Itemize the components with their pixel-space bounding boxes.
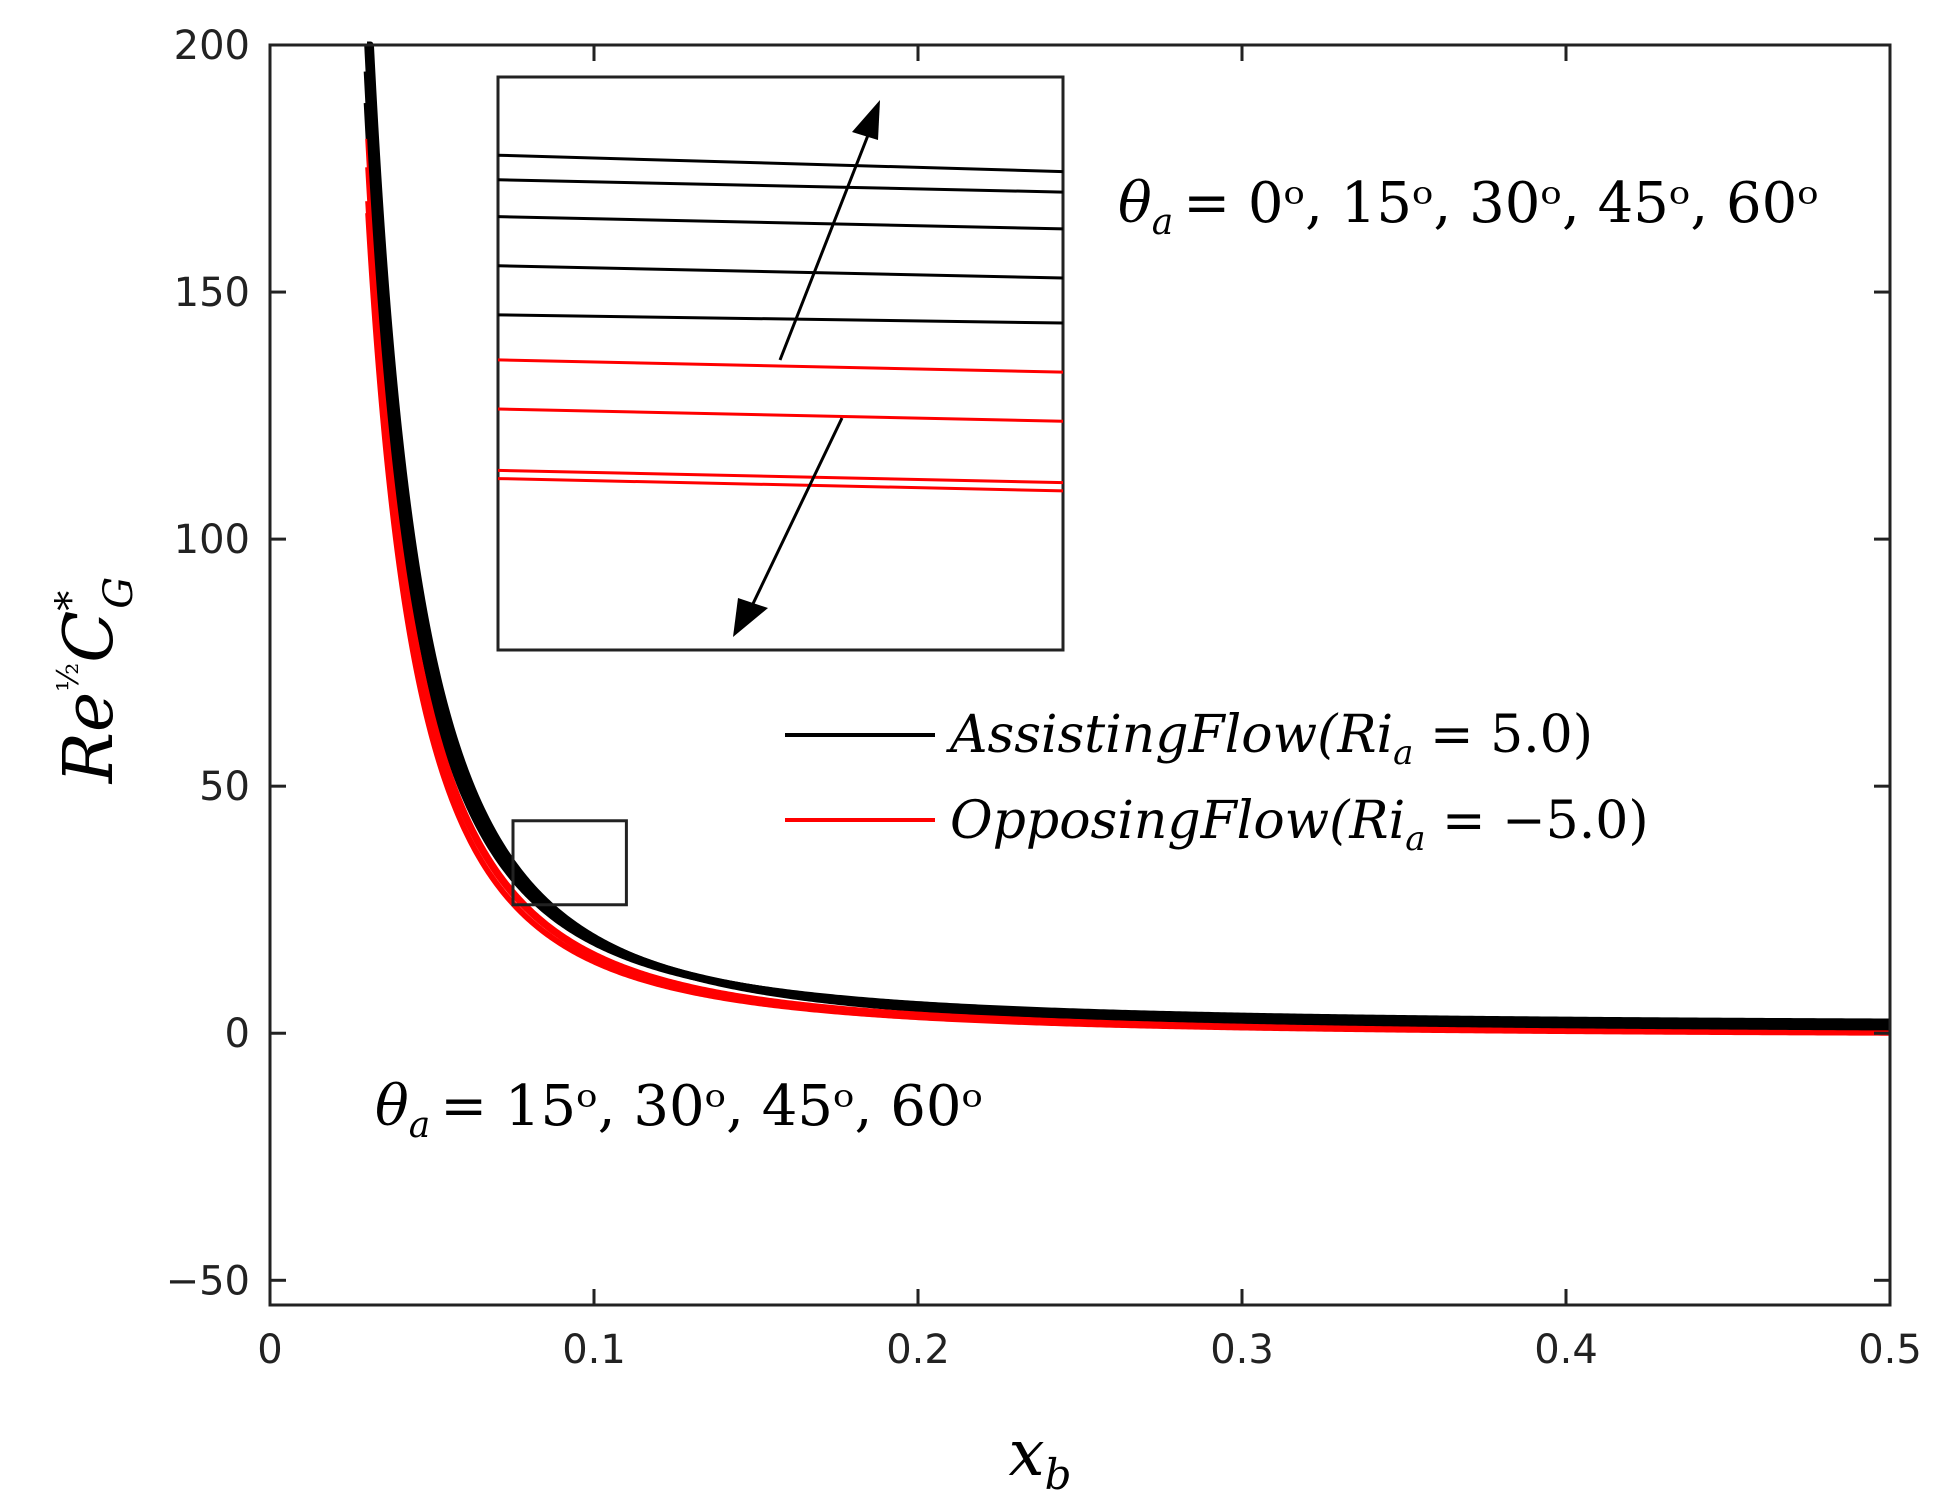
x-tick-label: 0 xyxy=(257,1327,282,1373)
x-tick-label: 0.3 xyxy=(1210,1327,1274,1373)
annotation-bottom-theta: θ xyxy=(375,1074,409,1139)
y-tick-label: 50 xyxy=(199,764,250,810)
zoom-box-group xyxy=(511,819,628,907)
y-tick-label: 100 xyxy=(174,517,250,563)
inset-lines xyxy=(497,153,1064,493)
inset-group xyxy=(496,75,1065,652)
x-tick-label: 0.4 xyxy=(1534,1327,1598,1373)
inset-arrow-up xyxy=(778,100,880,361)
annotation-top: θa = 0ᵒ, 15ᵒ, 30ᵒ, 45ᵒ, 60ᵒ xyxy=(1118,171,1819,243)
svg-text:Re½C*G: Re½C*G xyxy=(48,577,142,786)
y-tick-label: −50 xyxy=(166,1258,250,1304)
curve-group xyxy=(363,41,1891,1036)
legend: AssistingFlow(Ria = 5.0) OpposingFlow(Ri… xyxy=(785,705,1649,859)
inset-line-opposing xyxy=(497,477,1064,493)
legend-label-opposing: OpposingFlow(Ria = −5.0) xyxy=(950,791,1649,859)
x-tick-label: 0.5 xyxy=(1858,1327,1922,1373)
y-axis-label: Re½C*G xyxy=(48,577,142,786)
y-tick-label: 150 xyxy=(174,270,250,316)
inset-line-assisting xyxy=(497,215,1064,231)
series-opposing-line xyxy=(365,212,1891,1036)
inset-line-opposing xyxy=(497,468,1064,485)
x-tick-label: 0.1 xyxy=(562,1327,626,1373)
inset-line-opposing xyxy=(497,358,1064,374)
x-tick-label: 0.2 xyxy=(886,1327,950,1373)
inset-line-assisting xyxy=(497,178,1064,194)
y-tick-label: 200 xyxy=(174,23,250,69)
annotation-top-sub: a xyxy=(1152,202,1173,243)
series-assisting-line xyxy=(365,102,1891,1025)
annotation-bottom: θa = 15ᵒ, 30ᵒ, 45ᵒ, 60ᵒ xyxy=(375,1074,983,1146)
inset-line-assisting xyxy=(497,153,1064,174)
inset-arrow-down xyxy=(733,417,844,637)
arrowhead-up-icon xyxy=(852,100,880,140)
inset-frame xyxy=(496,75,1065,652)
zoom-box xyxy=(511,819,628,907)
inset-line-assisting xyxy=(497,313,1064,325)
annotation-top-values: = 0ᵒ, 15ᵒ, 30ᵒ, 45ᵒ, 60ᵒ xyxy=(1183,171,1819,236)
x-axis-label: xb xyxy=(1009,1417,1072,1498)
annotation-bottom-sub: a xyxy=(409,1105,430,1146)
plot-frame xyxy=(268,43,1892,1307)
y-tick-label: 0 xyxy=(225,1011,250,1057)
legend-label-assisting: AssistingFlow(Ria = 5.0) xyxy=(946,705,1593,773)
inset-line-opposing xyxy=(497,407,1064,423)
inset-line-assisting xyxy=(497,264,1064,280)
annotation-bottom-values: = 15ᵒ, 30ᵒ, 45ᵒ, 60ᵒ xyxy=(440,1074,983,1139)
arrowhead-down-icon xyxy=(733,598,768,637)
annotation-top-theta: θ xyxy=(1118,171,1152,236)
